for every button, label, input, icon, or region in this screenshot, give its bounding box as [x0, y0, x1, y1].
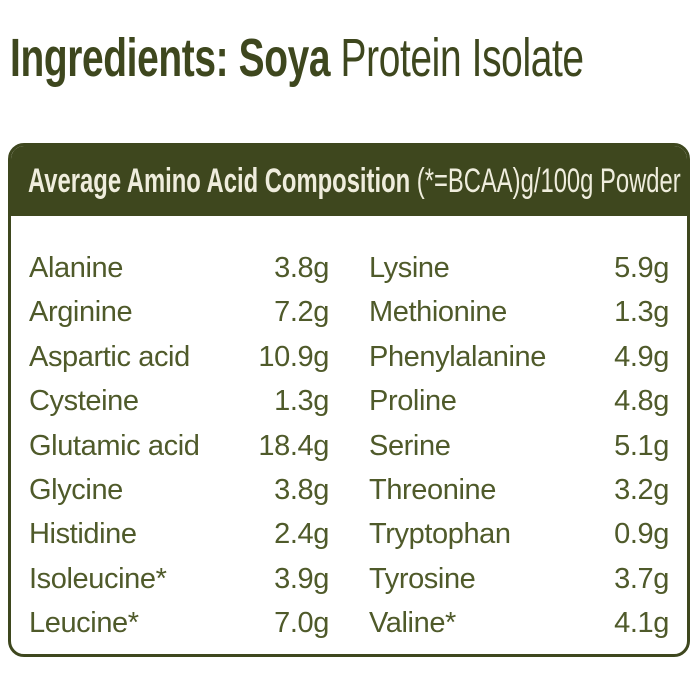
table-row: Tyrosine 3.7g	[369, 557, 669, 601]
amino-value: 0.9g	[614, 518, 669, 551]
page-title: Ingredients: Soya Protein Isolate	[10, 28, 584, 88]
amino-name: Lysine	[369, 252, 450, 284]
amino-value: 3.2g	[614, 473, 669, 506]
amino-name: Tyrosine	[369, 562, 476, 595]
amino-name: Glutamic acid	[29, 429, 200, 462]
amino-value: 1.3g	[614, 296, 669, 329]
amino-name: Glycine	[29, 473, 123, 506]
table-row: Methionine 1.3g	[369, 290, 669, 334]
table-row: Proline 4.8g	[369, 379, 669, 423]
table-row: Serine 5.1g	[369, 424, 669, 468]
amino-name: Valine*	[369, 607, 456, 640]
amino-value: 3.8g	[274, 473, 329, 506]
amino-name: Arginine	[29, 296, 133, 329]
amino-value: 3.9g	[274, 562, 329, 595]
amino-acid-table: Alanine 3.8g Arginine 7.2g Aspartic acid 10…	[11, 216, 687, 646]
amino-value: 4.1g	[614, 607, 669, 640]
table-row: Leucine* 7.0g	[29, 601, 329, 645]
amino-name: Serine	[369, 429, 451, 462]
amino-value: 4.8g	[614, 385, 669, 418]
table-row: Cysteine 1.3g	[29, 379, 329, 423]
amino-name: Tryptophan	[369, 518, 511, 551]
amino-value: 10.9g	[258, 340, 329, 373]
amino-name: Alanine	[29, 252, 123, 284]
amino-name: Leucine*	[29, 607, 139, 640]
amino-value: 7.0g	[274, 607, 329, 640]
amino-value: 1.3g	[274, 385, 329, 418]
table-row: Histidine 2.4g	[29, 512, 329, 556]
amino-value: 3.7g	[614, 562, 669, 595]
amino-value: 18.4g	[258, 429, 329, 462]
panel-header-bold-text: Average Amino Acid Composition	[28, 161, 411, 200]
amino-name: Isoleucine*	[29, 562, 167, 595]
amino-value: 3.8g	[274, 252, 329, 284]
table-row: Tryptophan 0.9g	[369, 512, 669, 556]
title-bold-text: Ingredients: Soya	[10, 28, 331, 88]
table-row: Threonine 3.2g	[369, 468, 669, 512]
amino-acid-panel: Average Amino Acid Composition (*=BCAA)g…	[8, 143, 690, 657]
amino-name: Cysteine	[29, 385, 139, 418]
table-row: Aspartic acid 10.9g	[29, 335, 329, 379]
amino-value: 2.4g	[274, 518, 329, 551]
amino-acid-column-right: Lysine 5.9g Methionine 1.3g Phenylalanine 4…	[369, 246, 669, 646]
panel-header-text: Average Amino Acid Composition (*=BCAA)g…	[28, 162, 681, 201]
table-row: Alanine 3.8g	[29, 246, 329, 290]
title-regular-text: Protein Isolate	[330, 28, 585, 88]
amino-acid-column-left: Alanine 3.8g Arginine 7.2g Aspartic acid 10…	[29, 246, 329, 646]
table-row: Isoleucine* 3.9g	[29, 557, 329, 601]
panel-header-regular-text: (*=BCAA)g/100g Powder	[410, 161, 681, 200]
amino-value: 7.2g	[274, 296, 329, 329]
amino-name: Proline	[369, 385, 457, 418]
amino-value: 5.9g	[614, 252, 669, 284]
amino-name: Threonine	[369, 473, 496, 506]
table-row: Glutamic acid 18.4g	[29, 424, 329, 468]
table-row: Glycine 3.8g	[29, 468, 329, 512]
table-row: Lysine 5.9g	[369, 246, 669, 290]
table-row: Phenylalanine 4.9g	[369, 335, 669, 379]
table-row: Valine* 4.1g	[369, 601, 669, 645]
amino-name: Methionine	[369, 296, 507, 329]
amino-value: 4.9g	[614, 340, 669, 373]
amino-name: Aspartic acid	[29, 340, 190, 373]
table-row: Arginine 7.2g	[29, 290, 329, 334]
panel-header-bar: Average Amino Acid Composition (*=BCAA)g…	[11, 146, 687, 216]
amino-name: Phenylalanine	[369, 340, 546, 373]
amino-name: Histidine	[29, 518, 137, 551]
amino-value: 5.1g	[614, 429, 669, 462]
